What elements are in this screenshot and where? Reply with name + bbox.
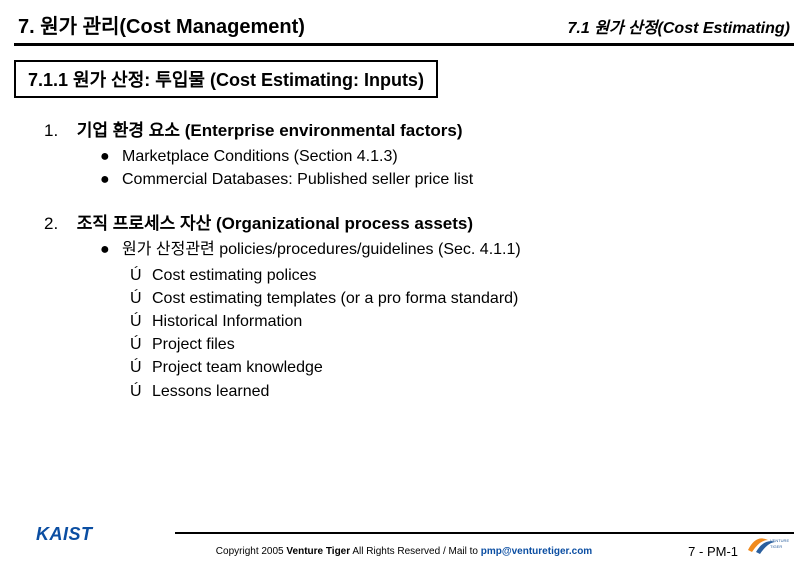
sub-bullet-icon: Ú <box>130 287 152 310</box>
header-rule <box>14 43 794 46</box>
list-item: 2. 조직 프로세스 자산 (Organizational process as… <box>44 209 764 402</box>
sub-text: Historical Information <box>152 310 302 333</box>
bullet-icon: ● <box>100 238 122 261</box>
bullet-list: ● 원가 산정관련 policies/procedures/guidelines… <box>100 238 764 261</box>
sub-text: Project team knowledge <box>152 356 323 379</box>
sub-bullet-icon: Ú <box>130 310 152 333</box>
item-number: 2. <box>44 214 72 234</box>
sub-text: Cost estimating polices <box>152 264 317 287</box>
copyright-text: Copyright 2005 Venture Tiger All Rights … <box>216 546 592 557</box>
bullet-icon: ● <box>100 168 122 191</box>
header-title-right: 7.1 원가 산정(Cost Estimating) <box>568 14 790 38</box>
sub-text: Lessons learned <box>152 380 269 403</box>
copyright-mail: pmp@venturetiger.com <box>481 546 592 557</box>
item-title: 조직 프로세스 자산 (Organizational process asset… <box>77 214 473 233</box>
bullet-list: ● Marketplace Conditions (Section 4.1.3)… <box>100 145 764 191</box>
sub-item: Ú Cost estimating polices <box>130 264 764 287</box>
sub-item: Ú Lessons learned <box>130 380 764 403</box>
copyright-mid: All Rights Reserved / Mail to <box>350 546 481 557</box>
venture-tiger-logo-icon: VENTURE TIGER <box>746 530 794 556</box>
svg-text:TIGER: TIGER <box>770 544 782 549</box>
sub-bullet-list: Ú Cost estimating polices Ú Cost estimat… <box>130 264 764 403</box>
item-heading: 1. 기업 환경 요소 (Enterprise environmental fa… <box>44 116 764 141</box>
footer-row: KAIST Copyright 2005 Venture Tiger All R… <box>0 534 808 564</box>
bullet-text: Marketplace Conditions (Section 4.1.3) <box>122 145 398 168</box>
item-heading: 2. 조직 프로세스 자산 (Organizational process as… <box>44 209 764 234</box>
bullet-item: ● 원가 산정관련 policies/procedures/guidelines… <box>100 238 764 261</box>
copyright-brand: Venture Tiger <box>286 546 350 557</box>
sub-item: Ú Project team knowledge <box>130 356 764 379</box>
bullet-item: ● Commercial Databases: Published seller… <box>100 168 764 191</box>
page-number: 7 - PM-1 <box>688 544 738 559</box>
svg-text:VENTURE: VENTURE <box>770 538 789 543</box>
sub-bullet-icon: Ú <box>130 380 152 403</box>
bullet-item: ● Marketplace Conditions (Section 4.1.3) <box>100 145 764 168</box>
slide-header: 7. 원가 관리(Cost Management) 7.1 원가 산정(Cost… <box>0 0 808 43</box>
bullet-text: Commercial Databases: Published seller p… <box>122 168 473 191</box>
copyright-prefix: Copyright 2005 <box>216 546 287 557</box>
slide-content: 1. 기업 환경 요소 (Enterprise environmental fa… <box>0 116 808 403</box>
kaist-logo: KAIST <box>36 524 93 545</box>
header-title-left: 7. 원가 관리(Cost Management) <box>18 10 305 39</box>
sub-item: Ú Historical Information <box>130 310 764 333</box>
sub-item: Ú Project files <box>130 333 764 356</box>
item-title: 기업 환경 요소 (Enterprise environmental facto… <box>77 121 463 140</box>
sub-item: Ú Cost estimating templates (or a pro fo… <box>130 287 764 310</box>
item-number: 1. <box>44 121 72 141</box>
list-item: 1. 기업 환경 요소 (Enterprise environmental fa… <box>44 116 764 191</box>
sub-bullet-icon: Ú <box>130 264 152 287</box>
bullet-text: 원가 산정관련 policies/procedures/guidelines (… <box>122 238 521 261</box>
bullet-icon: ● <box>100 145 122 168</box>
sub-bullet-icon: Ú <box>130 333 152 356</box>
sub-text: Project files <box>152 333 235 356</box>
sub-bullet-icon: Ú <box>130 356 152 379</box>
sub-text: Cost estimating templates (or a pro form… <box>152 287 518 310</box>
slide-footer: KAIST Copyright 2005 Venture Tiger All R… <box>0 532 808 564</box>
section-box: 7.1.1 원가 산정: 투입물 (Cost Estimating: Input… <box>14 60 438 98</box>
